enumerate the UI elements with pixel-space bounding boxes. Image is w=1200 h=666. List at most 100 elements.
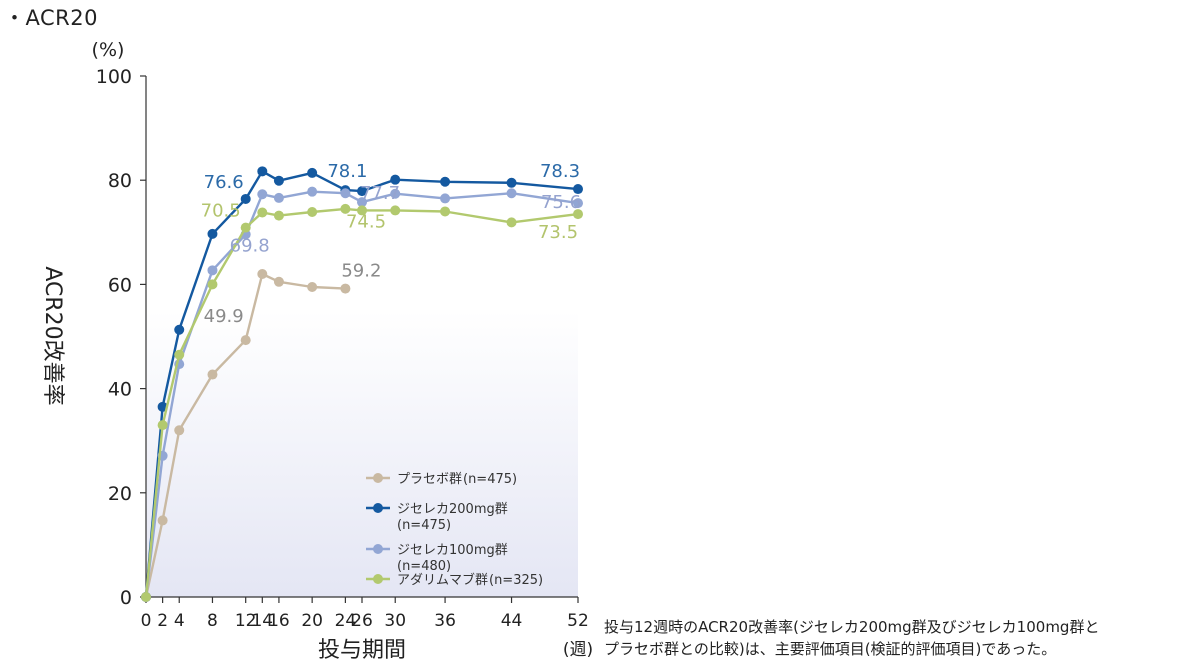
- series-line: [144, 207, 579, 598]
- data-point: [506, 177, 517, 188]
- value-annotation: 74.5: [346, 211, 386, 232]
- x-tick-label: 30: [384, 611, 406, 631]
- legend-label: プラセボ群: [397, 472, 462, 487]
- data-point: [257, 207, 268, 218]
- series-line: [144, 190, 579, 598]
- value-annotation: 49.9: [204, 306, 244, 327]
- series-0: [141, 268, 351, 602]
- data-point: [240, 193, 251, 204]
- data-point: [440, 206, 451, 217]
- x-axis-unit: (週): [563, 640, 593, 660]
- data-point: [207, 265, 218, 276]
- data-point: [307, 282, 318, 293]
- chart-heading: ・ACR20: [4, 6, 98, 30]
- legend-marker: [373, 473, 383, 483]
- legend-item-1: ジセレカ200mg群(n=475): [366, 502, 508, 533]
- value-annotation: 59.2: [341, 261, 381, 282]
- data-point: [141, 592, 151, 602]
- data-point: [340, 203, 351, 214]
- data-point: [273, 276, 284, 287]
- x-tick-label: 12: [235, 611, 257, 631]
- x-tick-label: 52: [567, 611, 589, 631]
- value-annotation: 76.6: [204, 172, 244, 193]
- value-annotation: 78.3: [540, 161, 580, 182]
- data-point: [240, 335, 251, 346]
- data-point: [573, 209, 583, 220]
- data-point: [257, 268, 268, 279]
- x-tick-label: 14: [251, 611, 273, 631]
- data-point: [174, 349, 185, 360]
- data-point: [307, 186, 318, 197]
- y-axis-title: ACR20改善率: [40, 266, 65, 405]
- x-tick-label: 20: [301, 611, 323, 631]
- y-tick-label: 60: [108, 274, 132, 296]
- legend-label: ジセレカ100mg群: [397, 543, 508, 558]
- legend-count: (n=475): [463, 472, 517, 487]
- footnote-line-1: 投与12週時のACR20改善率(ジセレカ200mg群及びジセレカ100mg群と: [604, 618, 1100, 636]
- x-tick-label: 44: [501, 611, 523, 631]
- data-point: [257, 166, 268, 177]
- data-point: [506, 217, 517, 228]
- data-point: [207, 369, 218, 380]
- data-point: [307, 206, 318, 217]
- data-point: [573, 198, 583, 209]
- y-axis-unit: (%): [92, 39, 125, 61]
- legend-item-0: プラセボ群 (n=475): [366, 472, 517, 487]
- value-annotation: 69.8: [230, 235, 270, 256]
- data-point: [340, 188, 351, 199]
- data-point: [390, 205, 401, 216]
- data-point: [357, 205, 367, 216]
- value-annotation: 78.1: [327, 161, 367, 182]
- data-point: [207, 279, 218, 290]
- data-point: [257, 189, 268, 200]
- data-point: [174, 324, 185, 335]
- value-annotation: 75.6: [541, 192, 581, 213]
- x-tick-label: 8: [207, 611, 218, 631]
- data-point: [273, 210, 284, 221]
- data-point: [157, 420, 168, 431]
- legend: プラセボ群 (n=475)ジセレカ200mg群(n=475)ジセレカ100mg群(…: [366, 472, 543, 588]
- data-point: [174, 425, 185, 436]
- legend-label: アダリムマブ群: [397, 572, 488, 588]
- annotation-layer: 49.9 59.2 76.6 78.1 78.3 69.8 77.7 75.6 70.5 74.5…: [201, 161, 581, 327]
- data-point: [573, 184, 583, 195]
- data-point: [340, 283, 351, 294]
- data-point: [157, 515, 168, 526]
- x-tick-label: 0: [141, 611, 152, 631]
- data-point: [273, 192, 284, 203]
- legend-count: (n=325): [489, 573, 543, 588]
- series-layer: [141, 166, 583, 602]
- legend-marker: [373, 544, 383, 554]
- value-annotation: 73.5: [538, 222, 578, 243]
- series-3: [141, 203, 583, 602]
- y-tick-label: 100: [96, 66, 132, 88]
- footnote-line-2: プラセボ群との比較)は、主要評価項目(検証的評価項目)であった。: [604, 640, 1057, 658]
- data-point: [440, 193, 451, 204]
- data-point: [357, 186, 367, 197]
- legend-marker: [373, 574, 383, 584]
- data-point: [307, 167, 318, 178]
- data-point: [240, 222, 251, 233]
- y-tick-label: 20: [108, 483, 132, 505]
- y-tick-label: 40: [108, 379, 132, 401]
- data-point: [273, 175, 284, 186]
- x-tick-label: 36: [434, 611, 456, 631]
- legend-item-3: アダリムマブ群 (n=325): [366, 572, 543, 588]
- legend-count: (n=475): [397, 518, 451, 533]
- series-line: [144, 170, 579, 598]
- x-tick-label: 16: [268, 611, 290, 631]
- x-tick-label: 2: [157, 611, 168, 631]
- x-axis-title: 投与期間: [318, 638, 406, 663]
- data-point: [390, 174, 401, 185]
- legend-marker: [373, 503, 383, 513]
- data-point: [440, 176, 451, 187]
- x-tick-label: 26: [351, 611, 373, 631]
- y-tick-label: 0: [120, 587, 132, 609]
- y-tick-label: 80: [108, 170, 132, 192]
- data-point: [207, 228, 218, 239]
- value-annotation: 77.7: [360, 183, 400, 204]
- legend-item-2: ジセレカ100mg群(n=480): [366, 543, 508, 574]
- data-point: [390, 188, 401, 199]
